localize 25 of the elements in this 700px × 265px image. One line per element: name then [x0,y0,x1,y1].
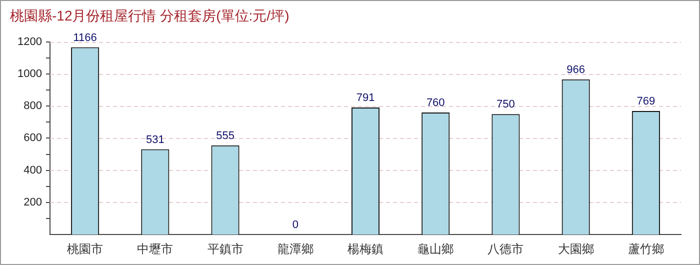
x-tick-label: 平鎮市 [207,242,244,256]
data-label: 769 [636,96,656,108]
y-tick-label: 1200 [18,36,42,48]
data-label: 966 [566,64,586,76]
x-tick-label: 蘆竹鄉 [628,242,664,256]
x-tick-label: 龜山鄉 [418,242,454,256]
x-tick-label: 大園鄉 [558,242,594,256]
data-label: 791 [356,92,375,104]
x-tick-label: 中壢市 [137,242,174,256]
y-tick-label: 1000 [18,68,42,80]
x-tick-label: 龍潭鄉 [277,242,314,256]
y-tick-label: 800 [24,100,42,112]
chart-title: 桃園縣-12月份租屋行情 分租套房(單位:元/坪) [10,7,290,24]
data-label: 760 [426,97,445,110]
x-tick-label: 桃園市 [67,242,104,256]
x-tick-label: 八德市 [488,242,524,256]
y-tick-label: 600 [24,132,42,144]
data-label: 1166 [73,32,97,44]
data-label: 555 [216,130,234,142]
data-label: 750 [496,98,515,111]
y-tick-label: 200 [24,196,42,208]
y-tick-label: 400 [24,164,42,176]
x-tick-label: 楊梅鎮 [348,242,384,256]
data-label: 0 [292,219,298,232]
data-label: 531 [146,134,164,146]
